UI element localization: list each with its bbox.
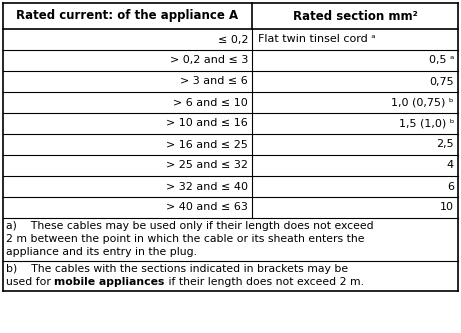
Text: 10: 10 [440, 202, 454, 212]
Text: if their length does not exceed 2 m.: if their length does not exceed 2 m. [165, 277, 364, 287]
Text: > 6 and ≤ 10: > 6 and ≤ 10 [173, 98, 248, 108]
Text: a)    These cables may be used only if their length does not exceed: a) These cables may be used only if thei… [6, 221, 373, 231]
Text: > 0,2 and ≤ 3: > 0,2 and ≤ 3 [170, 56, 248, 66]
Text: > 32 and ≤ 40: > 32 and ≤ 40 [166, 181, 248, 191]
Text: appliance and its entry in the plug.: appliance and its entry in the plug. [6, 247, 197, 257]
Text: Flat twin tinsel cord ᵃ: Flat twin tinsel cord ᵃ [258, 35, 376, 45]
Text: > 16 and ≤ 25: > 16 and ≤ 25 [166, 140, 248, 150]
Text: 6: 6 [447, 181, 454, 191]
Text: > 40 and ≤ 63: > 40 and ≤ 63 [166, 202, 248, 212]
Text: > 10 and ≤ 16: > 10 and ≤ 16 [166, 119, 248, 129]
Text: b)    The cables with the sections indicated in brackets may be: b) The cables with the sections indicate… [6, 264, 348, 274]
Text: > 3 and ≤ 6: > 3 and ≤ 6 [180, 77, 248, 87]
Text: Rated section mm²: Rated section mm² [293, 10, 417, 23]
Text: 1,0 (0,75) ᵇ: 1,0 (0,75) ᵇ [391, 98, 454, 108]
Text: used for: used for [6, 277, 54, 287]
Text: 1,5 (1,0) ᵇ: 1,5 (1,0) ᵇ [398, 119, 454, 129]
Text: mobile appliances: mobile appliances [54, 277, 165, 287]
Text: 4: 4 [447, 161, 454, 170]
Text: > 25 and ≤ 32: > 25 and ≤ 32 [166, 161, 248, 170]
Text: ≤ 0,2: ≤ 0,2 [218, 35, 248, 45]
Text: 2,5: 2,5 [437, 140, 454, 150]
Text: 0,75: 0,75 [429, 77, 454, 87]
Text: Rated current: of the appliance A: Rated current: of the appliance A [17, 10, 238, 23]
Text: 0,5 ᵃ: 0,5 ᵃ [429, 56, 454, 66]
Text: 2 m between the point in which the cable or its sheath enters the: 2 m between the point in which the cable… [6, 234, 365, 244]
